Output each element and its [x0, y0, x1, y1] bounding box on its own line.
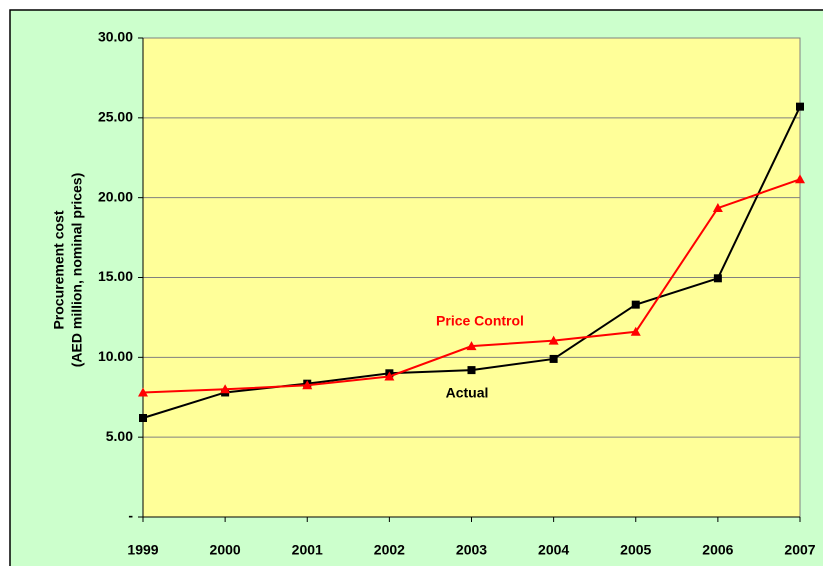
x-tick-label: 2007: [784, 542, 815, 558]
x-tick-label: 2006: [702, 542, 733, 558]
marker: [384, 371, 395, 381]
x-tick-label: 2005: [620, 542, 651, 558]
marker: [138, 387, 148, 397]
y-tick-label: 15.00: [98, 268, 133, 284]
marker: [630, 326, 641, 336]
marker: [302, 380, 313, 390]
x-tick-label: 2000: [210, 542, 241, 558]
y-axis-label: (AED million, nominal prices): [69, 173, 85, 367]
marker: [220, 384, 231, 394]
marker: [795, 174, 805, 184]
x-tick-label: 2003: [456, 542, 487, 558]
x-tick-label: 2001: [292, 542, 323, 558]
x-tick-label: 2004: [538, 542, 569, 558]
y-tick-label: 20.00: [98, 188, 133, 204]
marker: [139, 414, 147, 423]
marker: [712, 203, 723, 213]
y-tick-label: -: [128, 508, 133, 524]
marker: [466, 341, 477, 351]
series-label: Actual: [446, 385, 489, 401]
x-tick-label: 1999: [127, 542, 158, 558]
marker: [549, 354, 558, 363]
y-tick-label: 25.00: [98, 109, 133, 125]
y-axis-label: Procurement cost: [51, 210, 67, 329]
x-tick-label: 2002: [374, 542, 405, 558]
marker: [631, 300, 640, 309]
y-tick-label: 10.00: [98, 348, 133, 364]
marker: [467, 366, 476, 375]
marker: [796, 102, 804, 111]
series-label: Price Control: [436, 313, 524, 329]
y-tick-label: 5.00: [106, 428, 133, 444]
marker: [713, 274, 722, 283]
y-tick-label: 30.00: [98, 29, 133, 45]
marker: [548, 335, 559, 345]
